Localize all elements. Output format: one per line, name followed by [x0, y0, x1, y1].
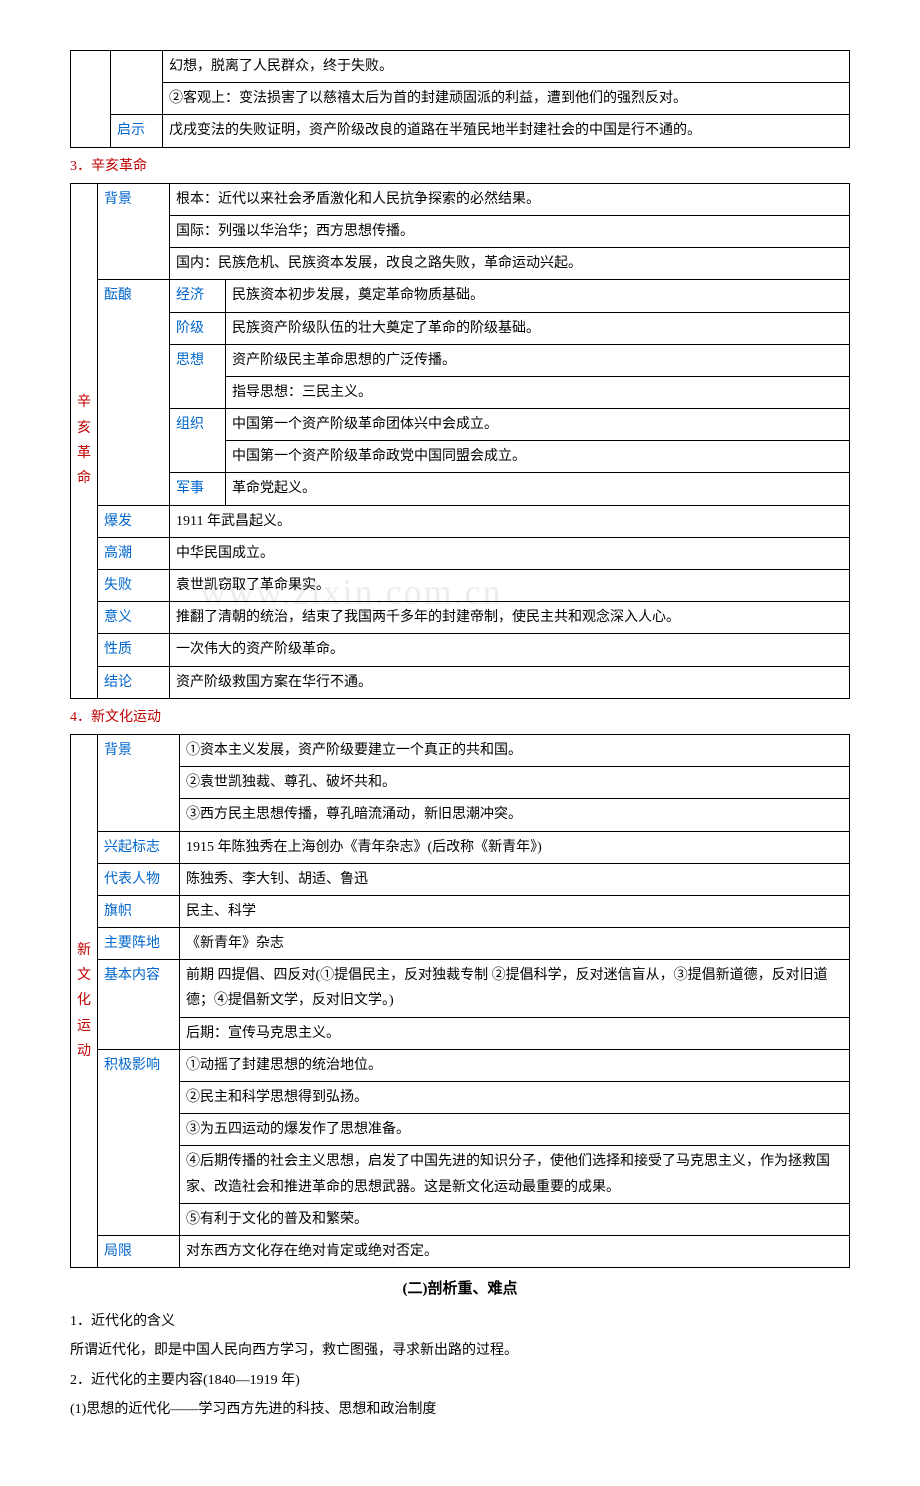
- juxian-text: 对东西方文化存在绝对肯定或绝对否定。: [180, 1235, 850, 1267]
- jiji-4: ④后期传播的社会主义思想，启发了中国先进的知识分子，使他们选择和接受了马克思主义…: [180, 1146, 850, 1203]
- heading-4: 4．新文化运动: [70, 705, 850, 730]
- jielun-label: 结论: [98, 666, 170, 698]
- daibiao-label: 代表人物: [98, 863, 180, 895]
- jiji-label: 积极影响: [98, 1049, 180, 1235]
- gaochao-label: 高潮: [98, 537, 170, 569]
- xwh-beijing-1: ①资本主义发展，资产阶级要建立一个真正的共和国。: [180, 734, 850, 766]
- jiji-2: ②民主和科学思想得到弘扬。: [180, 1082, 850, 1114]
- xingzhi-text: 一次伟大的资产阶级革命。: [170, 634, 850, 666]
- zhendi-label: 主要阵地: [98, 928, 180, 960]
- xwh-vlabel: 新 文 化 运 动: [71, 734, 98, 1267]
- zuzhi-2: 中国第一个资产阶级革命政党中国同盟会成立。: [226, 441, 850, 473]
- jiji-5: ⑤有利于文化的普及和繁荣。: [180, 1203, 850, 1235]
- zuzhi-label: 组织: [170, 409, 226, 473]
- jielun-text: 资产阶级救国方案在华行不通。: [170, 666, 850, 698]
- neirong-1: 前期 四提倡、四反对(①提倡民主，反对独裁专制 ②提倡科学，反对迷信盲从，③提倡…: [180, 960, 850, 1017]
- qishi-text: 戊戌变法的失败证明，资产阶级改良的道路在半殖民地半封建社会的中国是行不通的。: [163, 115, 850, 147]
- junshi-text: 革命党起义。: [226, 473, 850, 505]
- zuzhi-1: 中国第一个资产阶级革命团体兴中会成立。: [226, 409, 850, 441]
- xwh-beijing-3: ③西方民主思想传播，尊孔暗流涌动，新旧思潮冲突。: [180, 799, 850, 831]
- shibai-text: 袁世凯窃取了革命果实。: [170, 570, 850, 602]
- heading-3: 3．辛亥革命: [70, 154, 850, 179]
- jiji-1: ①动摇了封建思想的统治地位。: [180, 1049, 850, 1081]
- beijing-1: 根本：近代以来社会矛盾激化和人民抗争探索的必然结果。: [170, 183, 850, 215]
- sixiang-1: 资产阶级民主革命思想的广泛传播。: [226, 344, 850, 376]
- empty-cell: [111, 51, 163, 115]
- daibiao-text: 陈独秀、李大钊、胡适、鲁迅: [180, 863, 850, 895]
- table-xinhai: 辛 亥 革 命 背景 根本：近代以来社会矛盾激化和人民抗争探索的必然结果。 国际…: [70, 183, 850, 699]
- qizhi-text: 民主、科学: [180, 895, 850, 927]
- cont-cell-1: 幻想，脱离了人民群众，终于失败。: [163, 51, 850, 83]
- qishi-label: 启示: [111, 115, 163, 147]
- baofa-text: 1911 年武昌起义。: [170, 505, 850, 537]
- jiji-3: ③为五四运动的爆发作了思想准备。: [180, 1114, 850, 1146]
- p2-sub: (1)思想的近代化——学习西方先进的科技、思想和政治制度: [70, 1397, 850, 1422]
- xingzhi-label: 性质: [98, 634, 170, 666]
- p2-title: 2．近代化的主要内容(1840—1919 年): [70, 1368, 850, 1393]
- p1-text: 所谓近代化，即是中国人民向西方学习，救亡图强，寻求新出路的过程。: [70, 1338, 850, 1363]
- table-continuation: 幻想，脱离了人民群众，终于失败。 ②客观上：变法损害了以慈禧太后为首的封建顽固派…: [70, 50, 850, 148]
- beijing-2: 国际：列强以华治华；西方思想传播。: [170, 215, 850, 247]
- neirong-label: 基本内容: [98, 960, 180, 1050]
- table-xinwenhua: 新 文 化 运 动 背景 ①资本主义发展，资产阶级要建立一个真正的共和国。 ②袁…: [70, 734, 850, 1268]
- sixiang-label: 思想: [170, 344, 226, 408]
- jingji-text: 民族资本初步发展，奠定革命物质基础。: [226, 280, 850, 312]
- xingqi-text: 1915 年陈独秀在上海创办《青年杂志》(后改称《新青年》): [180, 831, 850, 863]
- gaochao-text: 中华民国成立。: [170, 537, 850, 569]
- cont-cell-2: ②客观上：变法损害了以慈禧太后为首的封建顽固派的利益，遭到他们的强烈反对。: [163, 83, 850, 115]
- xingqi-label: 兴起标志: [98, 831, 180, 863]
- juxian-label: 局限: [98, 1235, 180, 1267]
- junshi-label: 军事: [170, 473, 226, 505]
- qizhi-label: 旗帜: [98, 895, 180, 927]
- beijing-label: 背景: [98, 183, 170, 280]
- yiyi-label: 意义: [98, 602, 170, 634]
- yunniang-label: 酝酿: [98, 280, 170, 505]
- page-content: 幻想，脱离了人民群众，终于失败。 ②客观上：变法损害了以慈禧太后为首的封建顽固派…: [70, 50, 850, 1422]
- jieji-text: 民族资产阶级队伍的壮大奠定了革命的阶级基础。: [226, 312, 850, 344]
- jieji-label: 阶级: [170, 312, 226, 344]
- jingji-label: 经济: [170, 280, 226, 312]
- xinhai-vlabel: 辛 亥 革 命: [71, 183, 98, 698]
- beijing-3: 国内：民族危机、民族资本发展，改良之路失败，革命运动兴起。: [170, 248, 850, 280]
- section-2-title: (二)剖析重、难点: [70, 1276, 850, 1303]
- zhendi-text: 《新青年》杂志: [180, 928, 850, 960]
- empty-cell: [71, 51, 111, 148]
- shibai-label: 失败: [98, 570, 170, 602]
- xwh-beijing-2: ②袁世凯独裁、尊孔、破坏共和。: [180, 767, 850, 799]
- baofa-label: 爆发: [98, 505, 170, 537]
- neirong-2: 后期：宣传马克思主义。: [180, 1017, 850, 1049]
- xwh-beijing-label: 背景: [98, 734, 180, 831]
- yiyi-text: 推翻了清朝的统治，结束了我国两千多年的封建帝制，使民主共和观念深入人心。: [170, 602, 850, 634]
- sixiang-2: 指导思想：三民主义。: [226, 376, 850, 408]
- p1-title: 1．近代化的含义: [70, 1309, 850, 1334]
